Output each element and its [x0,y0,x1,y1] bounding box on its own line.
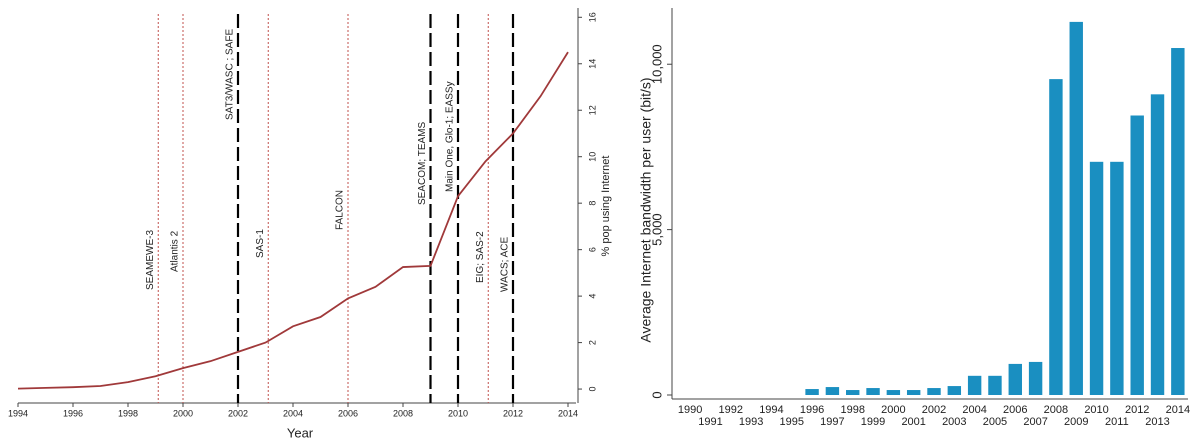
x-tick-label: 2004 [283,408,303,418]
x-tick-label: 1990 [678,404,702,416]
x-tick-label: 1996 [63,408,83,418]
x-tick-label: 2006 [1003,404,1027,416]
event-label: SEACOM; TEAMS [417,122,428,205]
x-tick-label: 2009 [1064,416,1088,428]
x-tick-label: 2008 [393,408,413,418]
x-tick-label: 2001 [901,416,925,428]
x-tick-label: 2004 [962,404,986,416]
x-tick-label: 2013 [1145,416,1169,428]
y-tick-label: 8 [587,201,597,206]
event-label: WACS; ACE [500,236,511,292]
bar [988,375,1002,395]
event-label: Main One, Glo-1; EASSy [445,81,456,192]
bar [1028,361,1043,395]
x-tick-label: 2006 [338,408,358,418]
x-tick-label: 1994 [8,408,28,418]
bar [1110,161,1124,395]
x-tick-label: 1999 [861,416,885,428]
x-tick-label: 1992 [719,404,743,416]
bar [906,390,921,395]
y-tick-label: 14 [587,59,597,69]
event-label: FALCON [335,190,346,230]
y-tick-label: 2 [587,340,597,345]
data-line [17,51,569,390]
x-tick-label: 1996 [800,404,824,416]
y-tick-label: 12 [587,105,597,115]
bar [825,387,840,395]
x-tick-label: 1994 [759,404,783,416]
x-tick-label: 2014 [1166,404,1190,416]
x-tick-label: 1995 [780,416,804,428]
bar [846,390,860,395]
x-tick-label: 2005 [983,416,1007,428]
bar [927,388,941,395]
x-tick-label: 2014 [558,408,578,418]
x-tick-label: 2008 [1044,404,1068,416]
x-tick-label: 2000 [173,408,193,418]
event-label: SEAMEWE-3 [145,230,156,290]
bar [1069,21,1083,396]
bar [1171,48,1185,396]
x-tick-label: 2012 [1125,404,1149,416]
bar [967,375,982,395]
x-tick-label: 2003 [942,416,966,428]
y-tick-label: 6 [587,247,597,252]
y-axis-title: % pop using Internet [600,156,612,257]
y-axis-title: Average Internet bandwidth per user (bit… [638,77,654,342]
x-tick-label: 1997 [820,416,844,428]
y-tick-label: 4 [587,294,597,299]
y-tick-label: 5,000 [649,213,664,246]
event-label: Atlantis 2 [170,230,181,272]
y-tick-label: 0 [587,387,597,392]
bar [1049,79,1063,395]
x-tick-label: 2007 [1023,416,1047,428]
y-tick-label: 10,000 [649,44,664,84]
bar [1089,161,1104,395]
x-tick-label: 2012 [503,408,523,418]
y-tick-label: 0 [649,391,664,398]
event-label: SAS-1 [255,229,266,258]
y-tick-label: 10 [587,152,597,162]
x-axis-title: Year [287,425,314,440]
x-tick-label: 2010 [1084,404,1108,416]
bar [947,386,962,395]
bar [866,388,880,395]
x-tick-label: 1993 [739,416,763,428]
x-tick-label: 2002 [228,408,248,418]
x-tick-label: 2002 [922,404,946,416]
x-tick-label: 2000 [881,404,905,416]
bar [1150,94,1165,395]
bar [1130,115,1144,395]
x-tick-label: 2011 [1105,416,1129,428]
event-label: SAT3/WASC ; SAFE [225,29,236,120]
bar [1008,363,1022,395]
bar [805,389,819,395]
y-tick-label: 16 [587,12,597,22]
x-tick-label: 1991 [698,416,722,428]
x-tick-label: 1998 [840,404,864,416]
bar [886,390,901,395]
event-label: EIG; SAS-2 [475,231,486,283]
x-tick-label: 1998 [118,408,138,418]
x-tick-label: 2010 [448,408,468,418]
